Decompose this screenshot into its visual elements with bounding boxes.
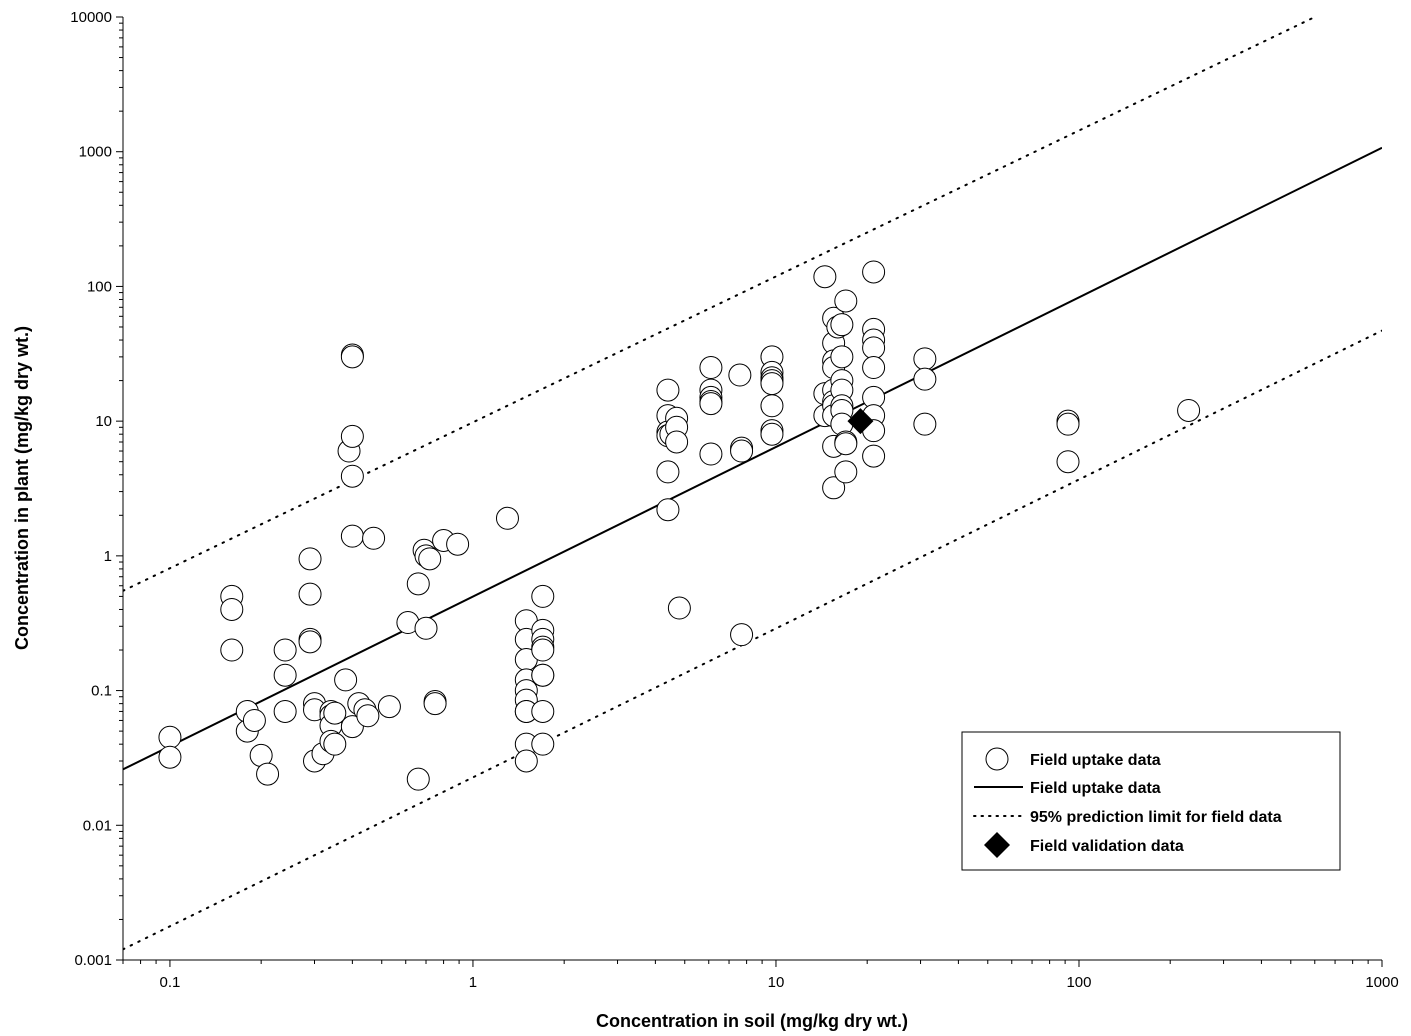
data-point bbox=[340, 345, 364, 369]
data-point bbox=[298, 582, 322, 606]
data-point bbox=[1177, 398, 1201, 422]
validation-data-point bbox=[847, 408, 874, 435]
data-point bbox=[665, 430, 689, 454]
data-point bbox=[340, 524, 364, 548]
y-axis-title: Concentration in plant (mg/kg dry wt.) bbox=[12, 326, 32, 650]
data-point bbox=[406, 767, 430, 791]
data-point bbox=[418, 547, 442, 571]
data-point bbox=[377, 695, 401, 719]
data-point bbox=[813, 265, 837, 289]
axes-layer bbox=[122, 17, 1382, 961]
data-point bbox=[834, 460, 858, 484]
y-tick-label: 1000 bbox=[79, 144, 112, 161]
data-point bbox=[1056, 450, 1080, 474]
x-axis-title: Concentration in soil (mg/kg dry wt.) bbox=[596, 1011, 908, 1031]
legend-circle-marker bbox=[985, 747, 1009, 771]
data-point bbox=[273, 699, 297, 723]
data-point bbox=[356, 704, 380, 728]
data-point bbox=[656, 498, 680, 522]
data-point bbox=[298, 547, 322, 571]
x-axis-ticks: 0.1 1 10 100 1000 bbox=[122, 960, 1399, 991]
y-tick-label: 0.01 bbox=[83, 817, 112, 834]
data-point bbox=[273, 638, 297, 662]
y-tick-label: 10 bbox=[95, 413, 112, 430]
legend-box bbox=[961, 731, 1341, 871]
data-point bbox=[760, 394, 784, 418]
data-point bbox=[1056, 412, 1080, 436]
data-point bbox=[242, 708, 266, 732]
data-point bbox=[913, 412, 937, 436]
data-point bbox=[406, 572, 430, 596]
data-point bbox=[495, 506, 519, 530]
data-point bbox=[362, 526, 386, 550]
x-tick-label: 1000 bbox=[1365, 974, 1398, 991]
data-point bbox=[830, 345, 854, 369]
x-tick-label: 0.1 bbox=[160, 974, 181, 991]
data-point bbox=[323, 732, 347, 756]
data-point bbox=[862, 444, 886, 468]
data-point bbox=[273, 663, 297, 687]
data-point bbox=[699, 356, 723, 380]
prediction-limit-line bbox=[123, 17, 1316, 592]
y-tick-label: 0.1 bbox=[91, 683, 112, 700]
data-point bbox=[256, 762, 280, 786]
data-point bbox=[531, 699, 555, 723]
data-point bbox=[667, 596, 691, 620]
x-tick-label: 100 bbox=[1066, 974, 1091, 991]
data-point bbox=[699, 442, 723, 466]
data-point bbox=[323, 701, 347, 725]
data-point bbox=[531, 663, 555, 687]
legend-label-field-uptake-line: Field uptake data bbox=[1030, 780, 1161, 797]
data-point bbox=[531, 638, 555, 662]
x-tick-label: 1 bbox=[469, 974, 477, 991]
x-tick-label: 10 bbox=[768, 974, 785, 991]
data-point bbox=[830, 313, 854, 337]
data-point bbox=[298, 630, 322, 654]
data-point bbox=[834, 432, 858, 456]
data-point bbox=[531, 732, 555, 756]
points-layer bbox=[158, 260, 1201, 791]
legend-diamond-marker bbox=[984, 832, 1010, 858]
data-point bbox=[862, 336, 886, 360]
data-point bbox=[414, 616, 438, 640]
data-point bbox=[760, 422, 784, 446]
legend-label-prediction-limit: 95% prediction limit for field data bbox=[1030, 809, 1282, 826]
data-point bbox=[158, 725, 182, 749]
data-point bbox=[340, 464, 364, 488]
data-point bbox=[834, 289, 858, 313]
lines-layer bbox=[123, 17, 1382, 951]
data-point bbox=[656, 378, 680, 402]
data-point bbox=[730, 623, 754, 647]
data-point bbox=[158, 745, 182, 769]
data-point bbox=[822, 476, 846, 500]
data-point bbox=[334, 668, 358, 692]
y-tick-label: 1 bbox=[104, 548, 112, 565]
data-point bbox=[862, 356, 886, 380]
y-axis-ticks: 0.001 0.01 0.1 1 10 100 1000 10000 bbox=[70, 9, 123, 969]
data-point bbox=[728, 363, 752, 387]
data-point bbox=[220, 597, 244, 621]
data-point bbox=[220, 638, 244, 662]
data-point bbox=[446, 532, 470, 556]
legend: Field uptake data Field uptake data 95% … bbox=[961, 731, 1341, 871]
data-point bbox=[730, 439, 754, 463]
y-tick-label: 10000 bbox=[70, 9, 112, 26]
y-tick-label: 0.001 bbox=[74, 952, 112, 969]
data-point bbox=[913, 367, 937, 391]
regression-line bbox=[123, 146, 1382, 771]
data-point bbox=[423, 692, 447, 716]
data-point bbox=[531, 584, 555, 608]
data-point bbox=[862, 260, 886, 284]
y-tick-label: 100 bbox=[87, 278, 112, 295]
legend-label-field-uptake-points: Field uptake data bbox=[1030, 752, 1161, 769]
data-point bbox=[340, 424, 364, 448]
legend-label-field-validation: Field validation data bbox=[1030, 838, 1184, 855]
data-point bbox=[699, 392, 723, 416]
data-point bbox=[656, 460, 680, 484]
data-point bbox=[913, 347, 937, 371]
data-point bbox=[514, 749, 538, 773]
data-point bbox=[760, 372, 784, 396]
